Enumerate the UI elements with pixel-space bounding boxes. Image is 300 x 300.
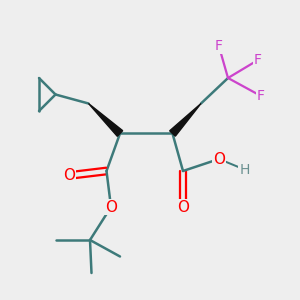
Polygon shape xyxy=(170,103,201,136)
Text: O: O xyxy=(63,168,75,183)
Text: O: O xyxy=(105,200,117,214)
Polygon shape xyxy=(88,103,123,136)
Text: F: F xyxy=(215,40,223,53)
Text: O: O xyxy=(177,200,189,214)
Text: F: F xyxy=(257,89,265,103)
Text: H: H xyxy=(239,163,250,176)
Text: F: F xyxy=(254,53,262,67)
Text: O: O xyxy=(213,152,225,166)
